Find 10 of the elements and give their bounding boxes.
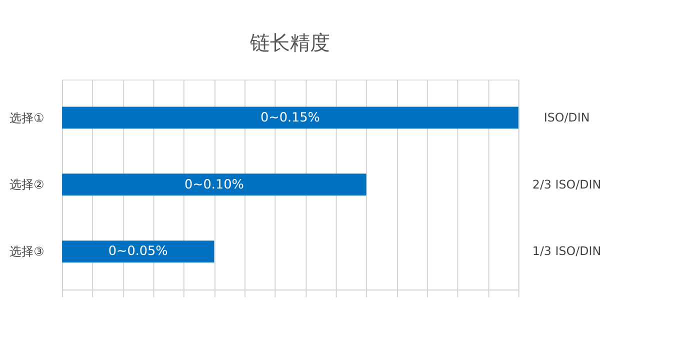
text: 1/3 ISO/DIN [532, 244, 602, 258]
data-label: 0~0.10% [184, 177, 244, 192]
text: ISO/DIN [544, 110, 590, 124]
y-tick-label: 选择③ [10, 244, 44, 259]
y-tick-label: 选择② [10, 178, 44, 192]
data-label: 0~0.15% [260, 110, 320, 126]
chart-title: 链长精度 [249, 30, 330, 55]
text: 2/3 ISO/DIN [532, 177, 602, 192]
data-label: 0~0.05% [108, 244, 168, 260]
y-tick-label: 选择① [10, 110, 44, 125]
